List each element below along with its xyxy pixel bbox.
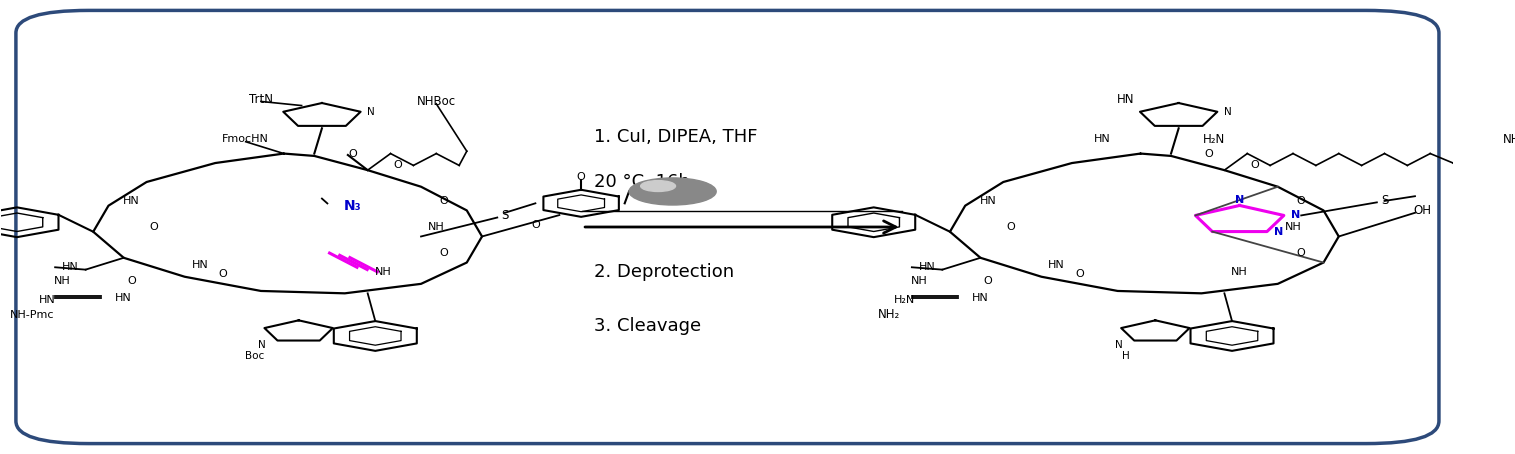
- Text: HN: HN: [1048, 260, 1065, 270]
- Text: NH: NH: [55, 276, 71, 286]
- Text: H: H: [1123, 351, 1130, 361]
- Text: O: O: [439, 196, 448, 206]
- Text: Boc: Boc: [245, 351, 265, 361]
- Circle shape: [641, 181, 676, 192]
- Text: N: N: [1291, 210, 1300, 221]
- Text: TrtN: TrtN: [248, 93, 273, 106]
- Text: O: O: [150, 222, 159, 232]
- Text: O: O: [983, 276, 992, 286]
- Text: O: O: [1006, 222, 1015, 232]
- Text: NH₂: NH₂: [877, 308, 900, 321]
- Text: O: O: [1250, 160, 1259, 170]
- Text: 3. Cleavage: 3. Cleavage: [594, 317, 701, 335]
- Text: S: S: [1380, 194, 1388, 207]
- Text: N: N: [1115, 340, 1123, 350]
- Text: O: O: [1297, 196, 1304, 206]
- Text: HN: HN: [1117, 93, 1135, 106]
- Text: NH: NH: [374, 267, 391, 277]
- Text: NH₂: NH₂: [1503, 133, 1515, 146]
- Text: O: O: [218, 269, 227, 279]
- Text: N: N: [259, 340, 267, 350]
- Text: N: N: [1224, 107, 1232, 117]
- Text: HN: HN: [39, 296, 56, 306]
- Text: 1. CuI, DIPEA, THF: 1. CuI, DIPEA, THF: [594, 128, 758, 146]
- Text: HN: HN: [62, 262, 79, 272]
- Circle shape: [629, 178, 717, 205]
- Text: O: O: [1297, 248, 1304, 258]
- Text: 2. Deprotection: 2. Deprotection: [594, 263, 733, 281]
- Text: O: O: [577, 172, 585, 182]
- Text: H₂N: H₂N: [894, 296, 915, 306]
- Text: NH: NH: [427, 222, 445, 232]
- Text: HN: HN: [191, 260, 209, 270]
- Text: S: S: [501, 209, 509, 222]
- Text: NH: NH: [1232, 267, 1248, 277]
- Text: NH: NH: [1285, 222, 1301, 232]
- Text: O: O: [348, 148, 358, 158]
- Text: N: N: [367, 107, 374, 117]
- Text: HN: HN: [918, 262, 935, 272]
- Text: O: O: [1076, 269, 1083, 279]
- Text: NH: NH: [911, 276, 927, 286]
- Text: O: O: [1204, 148, 1214, 158]
- Text: 20 °C, 16h: 20 °C, 16h: [594, 173, 689, 191]
- Text: HN: HN: [123, 196, 139, 206]
- Text: HN: HN: [1094, 134, 1110, 144]
- Text: N: N: [1274, 227, 1283, 237]
- Text: O: O: [127, 276, 136, 286]
- Text: OH: OH: [1413, 204, 1432, 217]
- Text: O: O: [532, 220, 539, 230]
- Text: NHBoc: NHBoc: [417, 95, 456, 108]
- Text: FmocHN: FmocHN: [223, 134, 270, 144]
- Text: NH-Pmc: NH-Pmc: [11, 310, 55, 320]
- Text: N: N: [1235, 195, 1244, 205]
- Text: H₂N: H₂N: [1203, 133, 1224, 146]
- Text: N₃: N₃: [344, 199, 361, 212]
- Text: O: O: [439, 248, 448, 258]
- Text: O: O: [394, 160, 403, 170]
- Text: HN: HN: [980, 196, 997, 206]
- Text: HN: HN: [115, 293, 132, 303]
- Text: HN: HN: [973, 293, 989, 303]
